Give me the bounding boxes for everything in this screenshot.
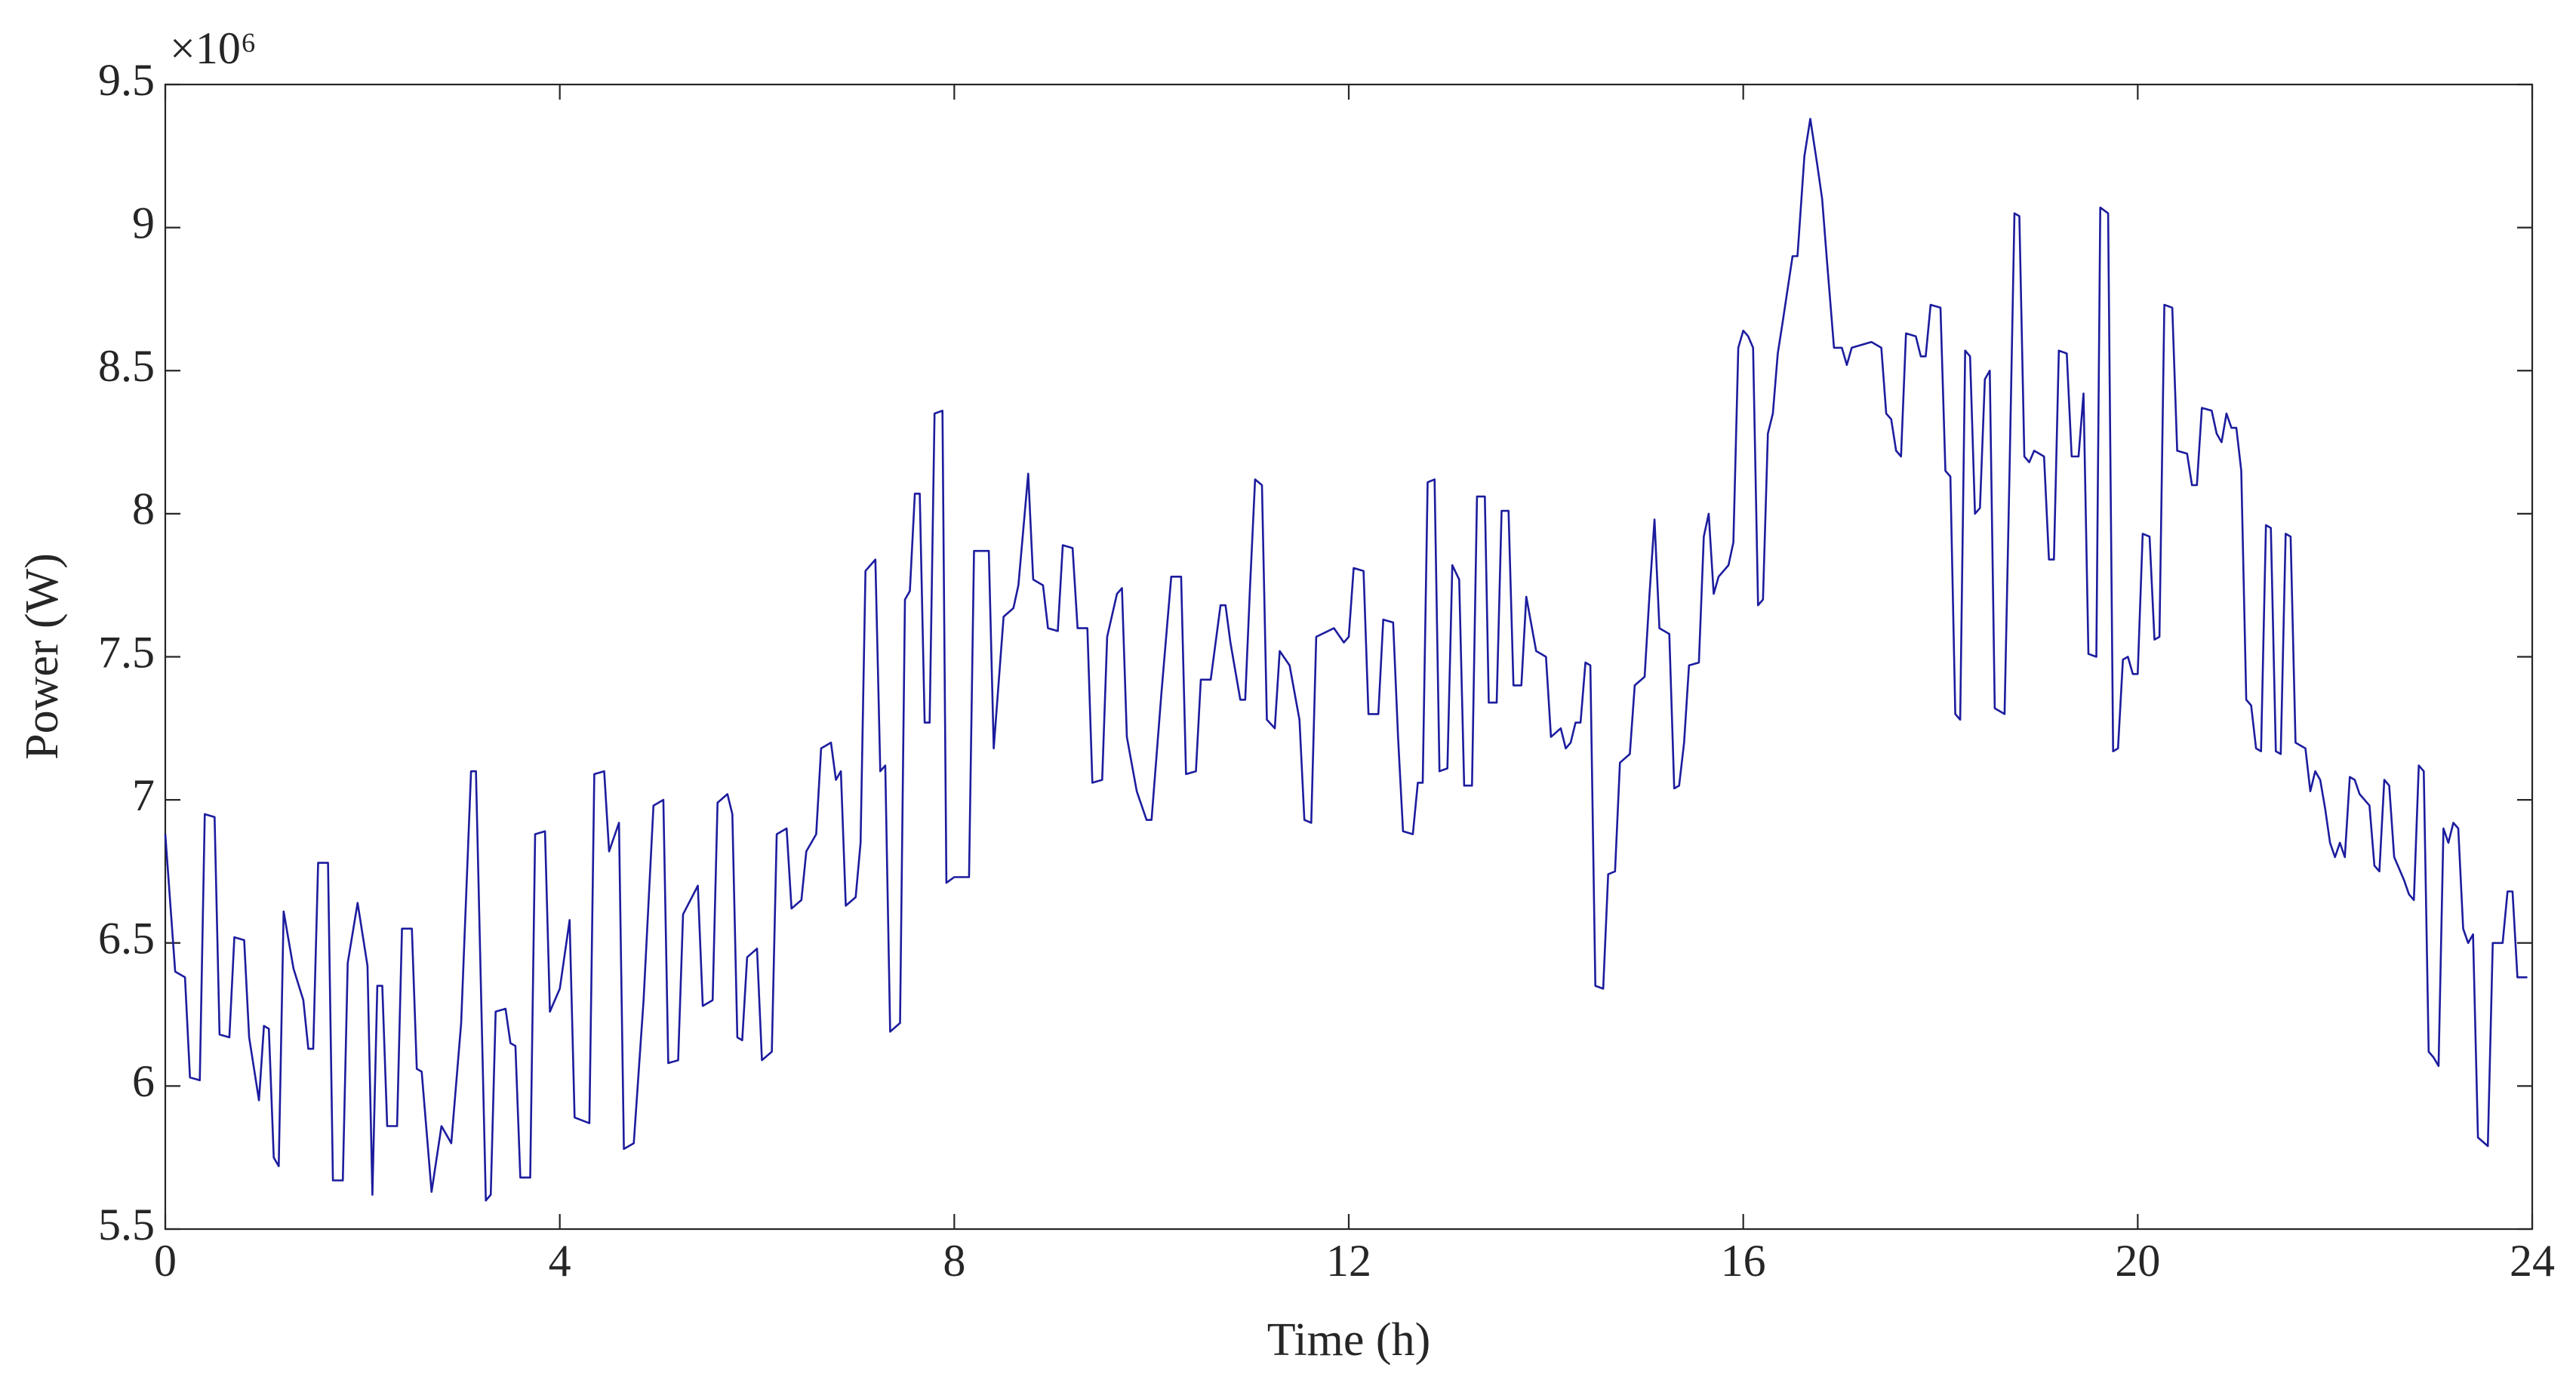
x-tick-label: 8 — [943, 1236, 965, 1286]
x-tick-label: 24 — [2510, 1236, 2555, 1286]
y-tick-label: 7.5 — [98, 627, 155, 677]
y-tick-label: 6.5 — [98, 914, 155, 963]
data-line — [164, 118, 2528, 1202]
x-tick-label: 4 — [549, 1236, 571, 1286]
y-tick-label: 9.5 — [98, 55, 155, 105]
y-axis-title: Power (W) — [17, 553, 68, 760]
y-tick-label: 5.5 — [98, 1200, 155, 1249]
y-tick-label: 8.5 — [98, 341, 155, 391]
x-axis-title: Time (h) — [1267, 1314, 1430, 1366]
y-tick-label: 6 — [132, 1056, 155, 1106]
plot-frame — [164, 83, 2534, 1231]
y-multiplier: ×10⁶ — [170, 23, 257, 73]
x-tick-label: 20 — [2115, 1236, 2160, 1286]
y-tick-label: 7 — [132, 770, 155, 820]
x-tick-label: 12 — [1326, 1236, 1371, 1286]
x-tick-label: 16 — [1721, 1236, 1766, 1286]
x-tick-label: 0 — [154, 1236, 177, 1286]
y-tick-label: 9 — [132, 198, 155, 247]
y-tick-label: 8 — [132, 484, 155, 534]
